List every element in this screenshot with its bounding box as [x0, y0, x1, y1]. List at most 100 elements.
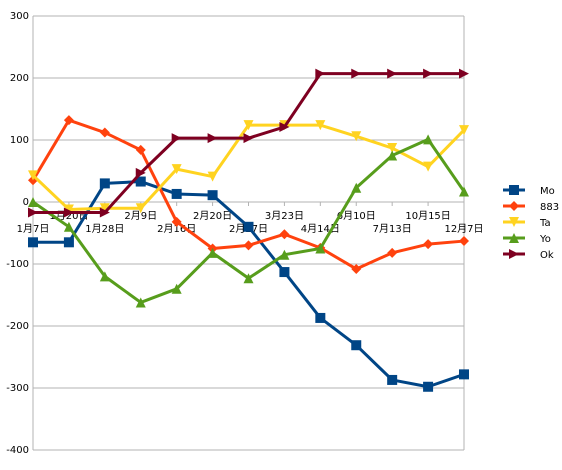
- legend-item: Ok: [503, 249, 554, 261]
- data-point: [243, 240, 254, 251]
- data-point: [135, 297, 146, 308]
- data-point: [99, 127, 110, 138]
- data-point: [243, 221, 254, 232]
- data-point: [423, 239, 434, 250]
- legend-label: Ta: [539, 218, 551, 229]
- data-point: [171, 283, 182, 294]
- series-Yo: [28, 134, 469, 308]
- legend-label: Mo: [540, 186, 555, 197]
- legend-item: Ta: [503, 217, 551, 229]
- y-tick-label: -400: [6, 445, 29, 456]
- data-point: [63, 204, 74, 215]
- y-tick-label: 200: [10, 73, 29, 84]
- legend-item: Mo: [503, 185, 555, 197]
- data-point: [279, 267, 290, 278]
- data-point: [171, 216, 182, 227]
- x-tick-label: 7月13日: [373, 223, 412, 235]
- data-point: [243, 133, 254, 144]
- x-tick-label: 2月20日: [193, 210, 232, 222]
- data-point: [207, 171, 218, 182]
- data-point: [423, 134, 434, 145]
- data-point: [459, 68, 469, 79]
- data-point: [207, 190, 218, 201]
- data-point: [423, 68, 434, 79]
- x-tick-label: 1月7日: [17, 223, 50, 235]
- legend-item: 883: [503, 201, 559, 213]
- data-point: [99, 271, 110, 282]
- x-tick-label: 3月23日: [265, 210, 304, 222]
- data-point: [135, 203, 146, 214]
- data-point: [459, 369, 469, 380]
- data-point: [99, 178, 110, 189]
- data-point: [207, 133, 218, 144]
- data-point: [63, 115, 74, 126]
- data-point: [423, 161, 434, 172]
- data-point: [171, 164, 182, 175]
- series-Mo: [28, 176, 469, 392]
- x-tick-label: 2月16日: [157, 223, 196, 235]
- y-tick-label: -200: [6, 321, 29, 332]
- data-point: [351, 263, 362, 274]
- legend-label: Yo: [539, 234, 551, 245]
- x-tick-label: 12月7日: [444, 223, 483, 235]
- legend-marker: [509, 201, 519, 211]
- data-point: [28, 170, 38, 181]
- series-Ok: [28, 68, 469, 218]
- data-point: [243, 273, 254, 284]
- x-tick-label: 6月10日: [337, 210, 376, 222]
- data-point: [351, 182, 362, 193]
- legend-label: Ok: [540, 250, 554, 261]
- data-point: [315, 68, 326, 79]
- data-point: [63, 237, 74, 248]
- data-point: [387, 374, 398, 385]
- legend-marker: [509, 249, 519, 259]
- data-point: [387, 68, 398, 79]
- data-point: [135, 176, 146, 187]
- y-tick-label: 100: [10, 135, 29, 146]
- data-point: [28, 237, 38, 248]
- data-point: [63, 221, 74, 232]
- legend-marker: [509, 217, 519, 227]
- data-point: [315, 312, 326, 323]
- data-point: [279, 229, 290, 240]
- y-tick-label: 300: [10, 11, 29, 22]
- data-point: [387, 247, 398, 258]
- data-point: [279, 249, 290, 260]
- legend-item: Yo: [503, 233, 551, 245]
- data-point: [423, 381, 434, 392]
- x-tick-label: 10月15日: [405, 210, 450, 222]
- data-point: [387, 143, 398, 154]
- data-point: [243, 120, 254, 131]
- legend-label: 883: [540, 202, 559, 213]
- data-point: [351, 340, 362, 351]
- y-tick-label: 0: [23, 197, 29, 208]
- y-tick-label: -300: [6, 383, 29, 394]
- series-line: [33, 72, 464, 215]
- data-point: [315, 243, 326, 254]
- data-point: [351, 131, 362, 142]
- data-point: [459, 236, 469, 247]
- data-point: [63, 207, 74, 218]
- data-point: [28, 207, 38, 218]
- data-point: [207, 247, 218, 258]
- data-point: [135, 144, 146, 155]
- data-point: [171, 133, 182, 144]
- legend-marker: [509, 185, 519, 195]
- data-point: [459, 186, 469, 197]
- data-point: [171, 188, 182, 199]
- x-tick-label: 2月9日: [124, 210, 157, 222]
- data-point: [28, 197, 38, 207]
- data-point: [135, 167, 146, 178]
- y-tick-labels: -400 -300 -200 -100 0 100 200 300: [6, 11, 29, 456]
- data-point: [387, 150, 398, 161]
- data-point: [351, 68, 362, 79]
- y-tick-label: -100: [6, 259, 29, 270]
- data-point: [459, 125, 469, 136]
- legend-marker: [509, 233, 519, 243]
- legend: Mo 883 Ta Yo Ok: [503, 185, 559, 261]
- data-point: [315, 120, 326, 131]
- data-point: [99, 203, 110, 214]
- x-tick-label: 1月28日: [85, 223, 124, 235]
- series-layer: [28, 68, 469, 392]
